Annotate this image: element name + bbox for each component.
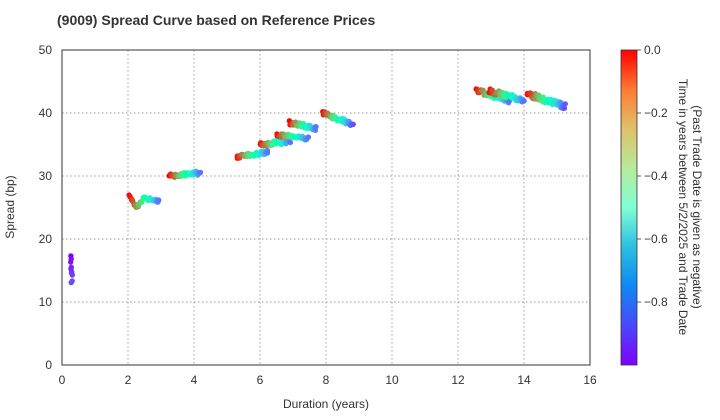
data-point-bond-11 xyxy=(561,105,568,111)
x-tick-label: 12 xyxy=(451,373,465,387)
y-tick-label: 50 xyxy=(39,43,53,57)
colorbar-label-line2: (Past Trade Date is given as negative) xyxy=(690,105,704,308)
x-axis-label: Duration (years) xyxy=(283,397,369,411)
colorbar xyxy=(620,49,638,366)
scatter-points xyxy=(68,86,568,286)
colorbar-tick-label: 0.0 xyxy=(644,43,661,57)
data-point-bond-4 xyxy=(264,150,271,156)
data-point-bond-1 xyxy=(68,264,75,270)
data-point-bond-1 xyxy=(69,278,75,284)
data-point-bond-10 xyxy=(521,98,527,104)
data-point-bond-7 xyxy=(313,124,319,130)
colorbar-tick-label: −0.8 xyxy=(644,295,668,309)
data-point-bond-3 xyxy=(197,169,204,176)
x-tick-label: 16 xyxy=(583,373,597,387)
colorbar-tick-label: −0.2 xyxy=(644,106,668,120)
x-axis-ticks: 0 2 4 6 8 10 12 14 16 xyxy=(59,373,597,387)
data-point-bond-1 xyxy=(68,259,74,265)
x-tick-label: 4 xyxy=(191,373,198,387)
x-tick-label: 6 xyxy=(257,373,264,387)
x-tick-label: 2 xyxy=(125,373,132,387)
plot-frame xyxy=(61,49,591,366)
y-tick-label: 0 xyxy=(45,358,52,372)
data-point-bond-8 xyxy=(350,121,356,128)
colorbar-tick-label: −0.6 xyxy=(644,232,668,246)
y-axis-ticks: 0 10 20 30 40 50 xyxy=(39,43,53,372)
data-point-bond-11 xyxy=(562,101,568,107)
x-tick-label: 8 xyxy=(323,373,330,387)
x-tick-label: 14 xyxy=(517,373,531,387)
data-point-bond-5 xyxy=(287,139,294,146)
x-tick-label: 10 xyxy=(385,373,399,387)
chart-title: (9009) Spread Curve based on Reference P… xyxy=(57,12,375,28)
y-tick-label: 10 xyxy=(39,295,53,309)
y-axis-label: Spread (bp) xyxy=(3,175,17,238)
y-tick-label: 20 xyxy=(39,232,53,246)
x-tick-label: 0 xyxy=(59,373,66,387)
colorbar-ticks: 0.0 −0.2 −0.4 −0.6 −0.8 xyxy=(637,43,668,309)
y-tick-label: 40 xyxy=(39,106,53,120)
y-tick-label: 30 xyxy=(39,169,53,183)
data-point-bond-6 xyxy=(305,134,312,140)
data-point-bond-1 xyxy=(69,272,76,278)
colorbar-label-line1: Time in years between 5/2/2025 and Trade… xyxy=(676,79,690,336)
data-point-bond-2 xyxy=(156,197,162,203)
colorbar-tick-label: −0.4 xyxy=(644,169,668,183)
